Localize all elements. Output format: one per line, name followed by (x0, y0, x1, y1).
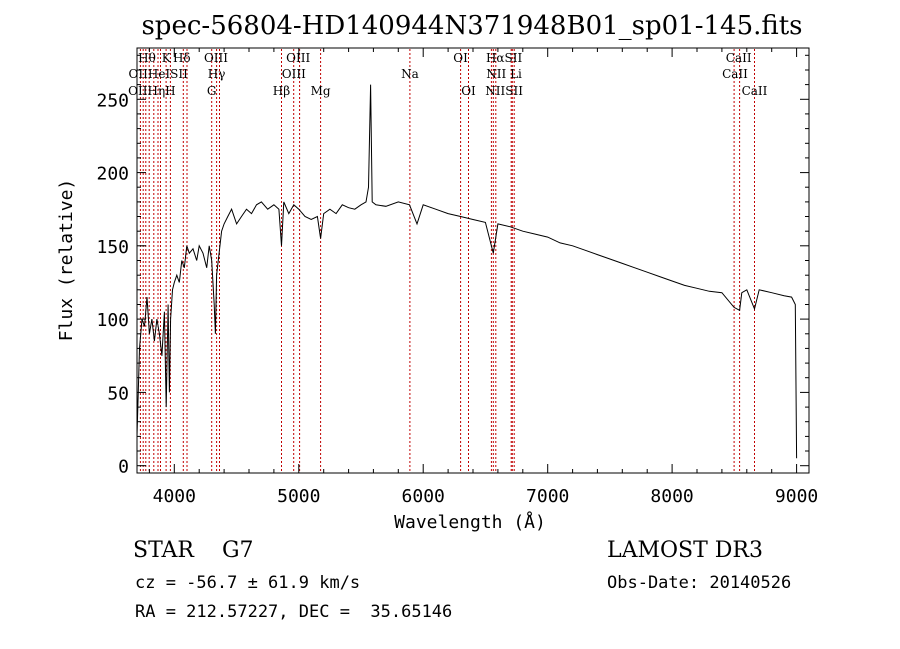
observation-date-label: Obs-Date: 20140526 (607, 573, 792, 593)
redshift-label: cz = -56.7 ± 61.9 km/s (135, 573, 361, 593)
x-tick-label: 6000 (402, 486, 445, 507)
plot-frame (136, 47, 810, 474)
object-class-label: STAR G7 (133, 538, 254, 563)
line-label: NII Li (486, 67, 522, 81)
x-tick-label: 7000 (526, 486, 569, 507)
line-label: OIIHeISII (129, 67, 189, 81)
line-label: G (207, 84, 217, 98)
line-label: CaII (722, 67, 748, 81)
x-tick-label: 8000 (650, 486, 693, 507)
y-tick-label: 200 (96, 164, 129, 185)
y-tick-label: 50 (107, 383, 129, 404)
x-tick-label: 9000 (775, 486, 818, 507)
line-label: NIISII (485, 84, 523, 98)
line-label: CaII (742, 84, 768, 98)
spectrum-line (136, 84, 798, 459)
line-label: HαSII (486, 51, 523, 65)
survey-label: LAMOST DR3 (607, 538, 763, 563)
y-tick-label: 0 (118, 457, 129, 478)
line-label: OIIHηH (128, 84, 175, 98)
spectral-line-labels: Hθ K Hδ OIII OIII OI HαSII CaII OIIHeISII Hγ OIII N… (128, 51, 767, 98)
line-label: Hθ (138, 51, 156, 65)
line-label: OIII (286, 51, 310, 65)
line-label: Hδ (173, 51, 191, 65)
line-label: Na (401, 67, 419, 81)
y-tick-label: 250 (96, 90, 129, 111)
line-label: OIII (282, 67, 306, 81)
x-tick-label: 5000 (277, 486, 320, 507)
line-label: OIII (204, 51, 228, 65)
line-label: K (162, 51, 172, 65)
y-tick-label: 150 (96, 237, 129, 258)
spectral-line-markers (139, 49, 755, 472)
line-label: Hβ (273, 84, 290, 98)
chart-title: spec-56804-HD140944N371948B01_sp01-145.f… (141, 11, 802, 41)
line-label: Mg (311, 84, 331, 98)
line-label: OI (453, 51, 468, 65)
line-label: OI (461, 84, 476, 98)
axes: 4000 5000 6000 7000 8000 9000 0 50 100 150 200 250 (96, 48, 818, 507)
line-label: CaII (726, 51, 752, 65)
coordinates-label: RA = 212.57227, DEC = 35.65146 (135, 602, 453, 622)
line-label: Hγ (208, 67, 226, 81)
x-axis-label: Wavelength (Å) (394, 511, 546, 533)
y-tick-label: 100 (96, 310, 129, 331)
y-axis-label: Flux (relative) (56, 179, 77, 342)
x-tick-label: 4000 (153, 486, 196, 507)
